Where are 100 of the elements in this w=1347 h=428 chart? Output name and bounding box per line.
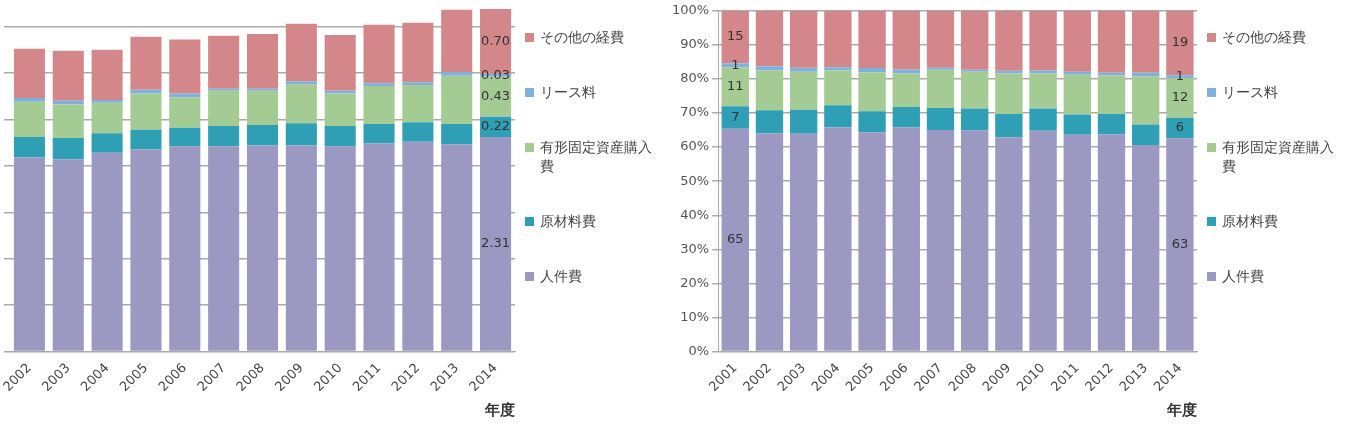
bar — [1097, 75, 1126, 115]
bar — [324, 125, 356, 147]
bar — [169, 97, 201, 128]
bar — [926, 67, 955, 70]
bar — [789, 67, 818, 72]
data-label: 7 — [731, 108, 740, 124]
bar — [858, 132, 886, 351]
bar — [824, 127, 852, 351]
bar — [91, 133, 123, 153]
bar — [892, 106, 920, 128]
legend-label: 有形固定資産購入費 — [1222, 138, 1335, 176]
bar — [363, 24, 395, 84]
bar — [995, 73, 1023, 115]
bar — [91, 99, 123, 103]
bar — [91, 49, 123, 100]
bar — [789, 133, 818, 351]
bar — [13, 48, 45, 99]
bar — [169, 146, 201, 351]
bar — [169, 93, 201, 98]
y-tick-label: 60% — [680, 138, 710, 154]
legend-label: リース料 — [540, 83, 596, 102]
data-label: 12 — [1171, 89, 1189, 105]
bar — [995, 70, 1023, 74]
bar — [441, 144, 473, 351]
data-label: 2.31 — [481, 235, 511, 251]
bar — [52, 100, 84, 105]
bar — [892, 69, 920, 74]
bar — [995, 10, 1023, 71]
bar — [755, 110, 784, 134]
data-label: 11 — [726, 78, 744, 94]
y-tick-label: 50% — [680, 172, 710, 188]
bar — [246, 90, 279, 125]
data-label: 65 — [726, 231, 744, 247]
data-label: 0.43 — [481, 88, 511, 104]
bar — [926, 69, 955, 108]
bar — [995, 137, 1023, 351]
bar — [441, 72, 473, 76]
bar — [130, 36, 162, 90]
bar — [824, 67, 852, 71]
bar — [961, 71, 989, 109]
bar — [13, 101, 45, 138]
bar — [13, 157, 45, 351]
bar — [285, 84, 317, 124]
bar — [926, 130, 955, 351]
data-label: 1 — [731, 56, 740, 72]
bar — [52, 159, 84, 351]
x-axis-title: 年度 — [484, 400, 515, 419]
bar — [169, 39, 201, 94]
bar — [1029, 130, 1057, 351]
bar — [246, 145, 279, 351]
bar — [324, 93, 356, 126]
bar — [995, 114, 1023, 138]
bar — [285, 81, 317, 85]
bar — [13, 137, 45, 158]
bar — [1132, 72, 1160, 77]
y-tick-label: 40% — [680, 206, 710, 222]
bar — [363, 86, 395, 125]
bar — [52, 138, 84, 160]
bar — [246, 125, 279, 146]
bar — [285, 145, 317, 351]
bar — [1166, 117, 1194, 139]
data-label: 6 — [1175, 119, 1185, 135]
bar — [441, 75, 473, 125]
bar — [892, 10, 920, 70]
bar — [363, 124, 395, 144]
bar — [1097, 114, 1126, 135]
bar — [1063, 74, 1091, 115]
legend-label: 原材料費 — [1222, 212, 1278, 231]
bar — [130, 129, 162, 150]
x-axis-title: 年度 — [1166, 400, 1197, 419]
bar — [755, 133, 784, 351]
bar — [755, 70, 784, 111]
bar — [858, 68, 886, 73]
bar — [1132, 124, 1160, 146]
bar — [324, 146, 356, 351]
bar — [1029, 73, 1057, 109]
data-label: 0.70 — [481, 32, 511, 48]
bar — [246, 34, 279, 89]
bar — [721, 128, 749, 351]
data-label: 19 — [1171, 34, 1189, 50]
bar — [208, 35, 240, 89]
bar — [1029, 108, 1057, 131]
bar — [755, 10, 784, 67]
bar — [1029, 70, 1057, 74]
bar — [1132, 10, 1160, 73]
bar — [961, 130, 989, 351]
legend-label: リース料 — [1222, 83, 1278, 102]
bar — [324, 34, 356, 91]
bar — [961, 69, 989, 72]
legend-label: その他の経費 — [540, 28, 624, 47]
bar — [755, 66, 784, 71]
bar — [892, 127, 920, 351]
data-label: 63 — [1171, 235, 1189, 251]
bar — [402, 122, 434, 142]
y-tick-label: 10% — [680, 308, 710, 324]
bar — [858, 10, 886, 69]
bar — [824, 10, 852, 68]
y-tick-label: 80% — [680, 70, 710, 86]
bar — [441, 124, 473, 145]
legend-label: 有形固定資産購入費 — [540, 138, 653, 176]
